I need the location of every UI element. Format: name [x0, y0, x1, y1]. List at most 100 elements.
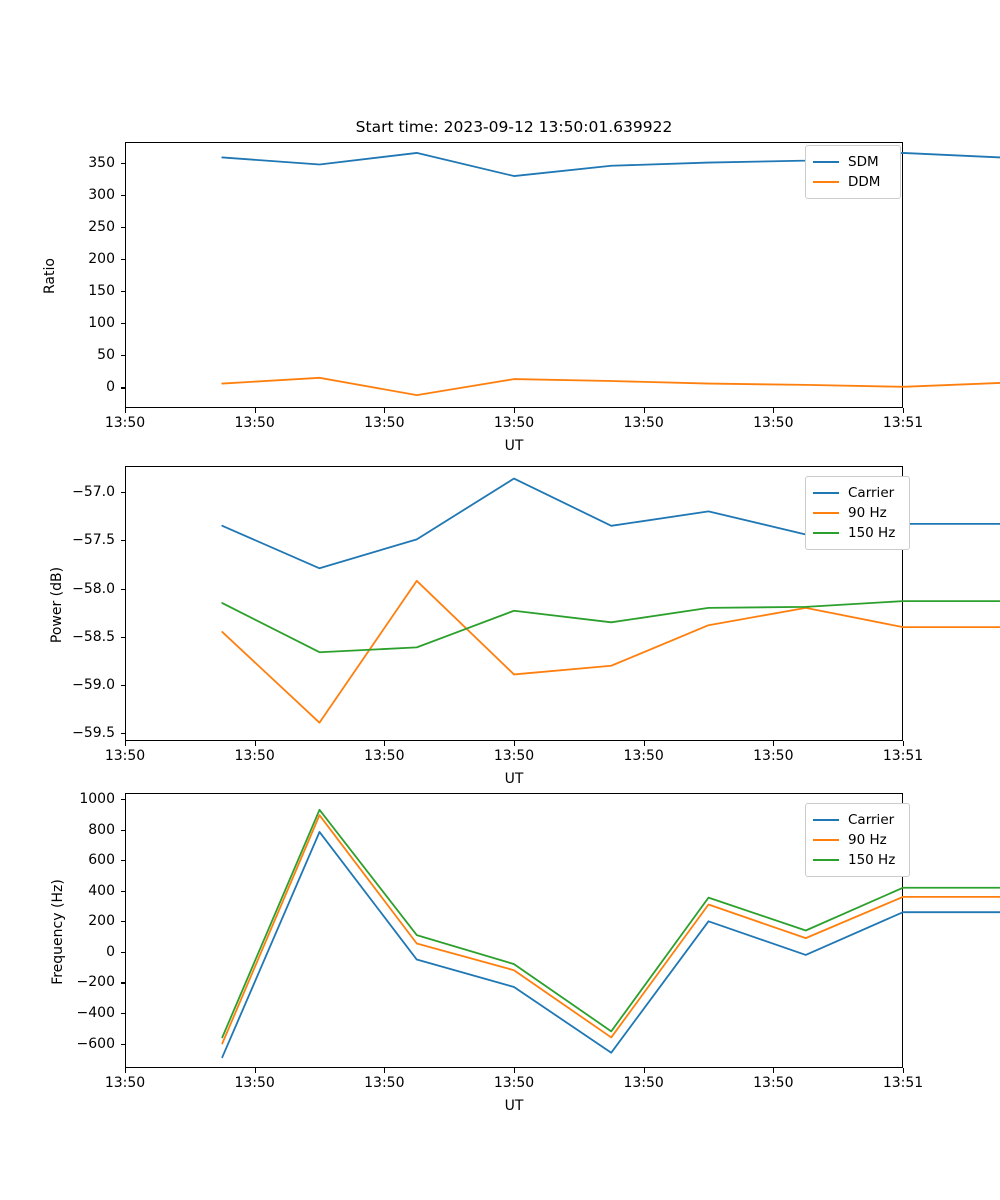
- x-tick-label: 13:50: [493, 1075, 535, 1091]
- y-tick-mark: [120, 226, 125, 228]
- x-tick-mark: [514, 741, 516, 746]
- y-tick-mark: [120, 636, 125, 638]
- x-tick-label: 13:50: [364, 415, 405, 431]
- x-tick-mark: [643, 741, 645, 746]
- x-tick-mark: [254, 408, 256, 413]
- legend-item-ddm[interactable]: DDM: [813, 172, 893, 192]
- y-tick-mark: [120, 951, 125, 953]
- x-tick-mark: [903, 741, 905, 746]
- x-tick-mark: [643, 1068, 645, 1073]
- legend-swatch-90hz-power: [813, 511, 839, 515]
- y-tick-mark: [120, 258, 125, 261]
- x-tick-mark: [384, 741, 386, 746]
- y-tick-label: 800: [88, 821, 115, 838]
- y-tick-label: 150: [88, 283, 115, 300]
- y-tick-label: 100: [88, 315, 115, 332]
- y-tick-label: 1000: [79, 791, 115, 808]
- legend-item-carrier-frequency[interactable]: Carrier: [813, 810, 902, 830]
- y-tick-label: −58.5: [72, 628, 115, 645]
- legend-item-90hz-frequency[interactable]: 90 Hz: [813, 830, 902, 850]
- x-tick-label: 13:50: [104, 415, 146, 431]
- x-tick-mark: [125, 1068, 127, 1073]
- x-tick-mark: [514, 1068, 516, 1073]
- axes-frame-frequency: [125, 793, 903, 1068]
- x-tick-mark: [773, 408, 775, 413]
- legend-swatch-90hz-frequency: [813, 838, 839, 842]
- x-tick-label: 13:50: [104, 1075, 146, 1091]
- legend-swatch-carrier-frequency: [813, 818, 839, 822]
- y-tick-label: −58.0: [72, 580, 115, 597]
- x-tick-mark: [125, 408, 127, 413]
- legend-item-150hz-power[interactable]: 150 Hz: [813, 523, 902, 543]
- legend-item-150hz-frequency[interactable]: 150 Hz: [813, 850, 902, 870]
- x-tick-mark: [254, 1068, 256, 1073]
- y-tick-mark: [120, 194, 125, 196]
- y-tick-label: −59.0: [72, 677, 115, 694]
- y-tick-mark: [120, 982, 125, 984]
- legend-label-150hz-power: 150 Hz: [848, 525, 896, 541]
- series-line-150-hz: [221, 808, 1000, 1039]
- y-tick-mark: [120, 588, 125, 590]
- x-tick-mark: [773, 741, 775, 746]
- y-tick-mark: [120, 323, 125, 325]
- x-tick-label: 13:51: [882, 1075, 924, 1091]
- y-tick-mark: [120, 733, 125, 735]
- y-tick-label: 200: [88, 913, 115, 930]
- y-tick-mark: [120, 890, 125, 892]
- legend-item-90hz-power[interactable]: 90 Hz: [813, 503, 902, 523]
- y-tick-label: −57.0: [72, 484, 115, 501]
- x-axis-label-power: UT: [504, 771, 524, 787]
- x-tick-mark: [773, 1068, 775, 1073]
- legend-label-carrier-power: Carrier: [848, 485, 895, 501]
- x-tick-label: 13:51: [882, 748, 924, 764]
- y-tick-label: 350: [88, 154, 115, 171]
- legend-frequency[interactable]: Carrier 90 Hz 150 Hz: [805, 803, 910, 877]
- legend-item-sdm[interactable]: SDM: [813, 152, 893, 172]
- y-tick-mark: [120, 829, 125, 831]
- legend-swatch-sdm: [813, 160, 839, 164]
- legend-swatch-150hz-power: [813, 531, 839, 535]
- y-tick-label: 0: [106, 379, 115, 396]
- x-tick-label: 13:50: [234, 748, 275, 764]
- y-tick-label: 250: [88, 218, 115, 235]
- y-tick-mark: [120, 799, 125, 801]
- x-tick-label: 13:50: [753, 1075, 794, 1091]
- y-tick-mark: [120, 387, 125, 389]
- legend-label-carrier-frequency: Carrier: [848, 812, 895, 828]
- y-tick-mark: [120, 921, 125, 923]
- x-tick-label: 13:50: [104, 748, 146, 764]
- legend-swatch-150hz-frequency: [813, 858, 839, 862]
- x-tick-mark: [384, 408, 386, 413]
- x-tick-mark: [643, 408, 645, 413]
- legend-ratio[interactable]: SDM DDM: [805, 145, 901, 199]
- x-tick-label: 13:50: [364, 748, 405, 764]
- legend-label-sdm: SDM: [848, 154, 879, 170]
- y-tick-label: 50: [97, 347, 115, 364]
- x-tick-label: 13:50: [623, 415, 664, 431]
- x-tick-mark: [514, 408, 516, 413]
- y-tick-label: 0: [106, 943, 115, 960]
- x-axis-label-frequency: UT: [504, 1098, 524, 1114]
- legend-power[interactable]: Carrier 90 Hz 150 Hz: [805, 476, 910, 550]
- series-line-carrier: [221, 831, 1000, 1059]
- y-tick-label: 200: [88, 250, 115, 267]
- legend-swatch-ddm: [813, 180, 839, 184]
- legend-swatch-carrier-power: [813, 491, 839, 495]
- axes-frame-power: [125, 466, 903, 741]
- y-tick-label: 600: [88, 852, 115, 869]
- x-tick-mark: [254, 741, 256, 746]
- x-tick-mark: [125, 741, 127, 746]
- x-tick-mark: [903, 1068, 905, 1073]
- series-line-90-hz: [221, 579, 1000, 724]
- y-tick-mark: [120, 685, 125, 687]
- series-line-150-hz: [221, 600, 1000, 654]
- legend-label-90hz-frequency: 90 Hz: [848, 832, 887, 848]
- y-tick-mark: [120, 860, 125, 862]
- y-tick-mark: [120, 355, 125, 357]
- x-tick-label: 13:50: [364, 1075, 405, 1091]
- x-tick-mark: [384, 1068, 386, 1073]
- x-tick-label: 13:50: [493, 748, 535, 764]
- legend-item-carrier-power[interactable]: Carrier: [813, 483, 902, 503]
